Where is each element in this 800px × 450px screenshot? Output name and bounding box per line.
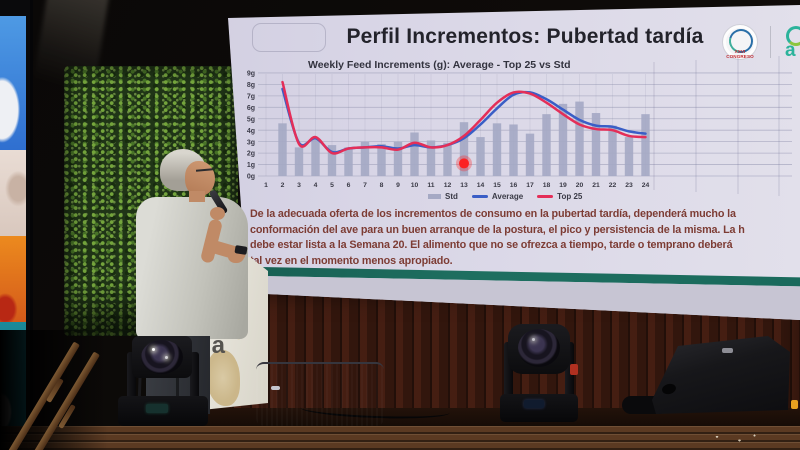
monitor-logo xyxy=(722,348,733,353)
led-banner-segment-orange xyxy=(0,236,26,322)
svg-text:5: 5 xyxy=(330,182,334,189)
legend-item-std: Std xyxy=(428,192,458,201)
screen-crease xyxy=(695,60,697,192)
svg-text:6g: 6g xyxy=(247,105,255,112)
svg-text:9g: 9g xyxy=(247,71,255,78)
orange-connector xyxy=(791,400,798,409)
congress-logo-text: XXVI CONGRESO xyxy=(726,49,754,59)
screen-crease xyxy=(778,56,780,196)
svg-text:15: 15 xyxy=(493,182,501,189)
legend-label: Std xyxy=(445,192,458,201)
chart-subtitle: Weekly Feed Increments (g): Average - To… xyxy=(308,59,571,71)
logo-divider xyxy=(770,26,771,58)
lens-sparkle xyxy=(152,348,155,351)
svg-text:14: 14 xyxy=(477,182,485,189)
svg-text:5g: 5g xyxy=(247,116,255,123)
svg-text:17: 17 xyxy=(526,182,534,189)
speaker-logo xyxy=(271,386,280,390)
feed-increments-chart: 0g 1g 2g 3g 4g 5g 6g 7g 8g 9g 1 2 3 4 5 6 7 8 9 10 11 12 13 14 1… xyxy=(240,70,796,210)
svg-text:11: 11 xyxy=(427,182,434,189)
legend-swatch xyxy=(471,195,488,198)
screen-crease xyxy=(737,58,739,194)
moving-light-right-display xyxy=(524,400,544,408)
moving-light-left-display xyxy=(146,404,168,413)
partner-logo-icon xyxy=(786,26,800,46)
lens-sparkle xyxy=(532,338,535,341)
lens-sparkle xyxy=(165,356,168,359)
legend-item-top-25: Top 25 xyxy=(537,192,582,201)
svg-text:8g: 8g xyxy=(247,82,255,89)
svg-text:20: 20 xyxy=(576,182,584,189)
presenter-neck xyxy=(189,191,205,202)
svg-text:4g: 4g xyxy=(247,128,255,135)
legend-swatch xyxy=(537,195,554,198)
svg-text:0g: 0g xyxy=(247,174,255,181)
screen-crease xyxy=(653,62,655,190)
moving-light-right-arm xyxy=(565,342,574,400)
slide-watermark xyxy=(252,23,326,52)
svg-text:10: 10 xyxy=(411,182,419,189)
moving-light-right-base xyxy=(500,394,578,422)
legend-label: Top 25 xyxy=(557,192,583,201)
svg-text:7g: 7g xyxy=(247,93,255,100)
svg-text:1g: 1g xyxy=(247,162,255,169)
chart-legend: Std Average Top 25 xyxy=(428,192,582,201)
moving-light-left-arm xyxy=(190,352,199,406)
moving-light-left-lens-icon xyxy=(141,340,183,374)
svg-text:2: 2 xyxy=(281,182,285,189)
legend-label: Average xyxy=(491,192,524,201)
legend-swatch xyxy=(428,194,441,199)
paragraph-line-1: De la adecuada oferta de los incrementos… xyxy=(250,208,736,220)
svg-text:18: 18 xyxy=(543,182,551,189)
svg-text:12: 12 xyxy=(444,182,452,189)
podium-silhouette xyxy=(206,350,240,406)
moving-light-right-tag xyxy=(570,364,578,375)
svg-text:1: 1 xyxy=(264,182,268,189)
svg-text:19: 19 xyxy=(559,182,567,189)
presenter-clicker xyxy=(234,245,248,255)
svg-text:23: 23 xyxy=(625,182,633,189)
svg-text:4: 4 xyxy=(314,182,318,189)
svg-text:9: 9 xyxy=(396,182,400,189)
congress-logo: XXVI CONGRESO xyxy=(722,24,758,60)
slide-paragraph: De la adecuada oferta de los incrementos… xyxy=(250,207,800,269)
slide-title: Perfil Incrementos: Pubertad tardía xyxy=(346,25,704,48)
svg-text:21: 21 xyxy=(592,182,600,189)
svg-text:24: 24 xyxy=(642,182,650,189)
legend-item-average: Average xyxy=(471,192,524,201)
svg-text:8: 8 xyxy=(380,182,384,189)
moving-light-right-arm xyxy=(504,342,513,400)
paragraph-line-4: tal vez en el momento menos apropiado. xyxy=(250,254,453,267)
svg-text:3g: 3g xyxy=(247,139,255,146)
svg-text:6: 6 xyxy=(347,182,351,189)
paint-specks xyxy=(712,432,762,444)
svg-text:7: 7 xyxy=(363,182,367,189)
presenter-torso xyxy=(136,197,248,339)
svg-text:3: 3 xyxy=(297,182,301,189)
led-banner-segment-hen xyxy=(0,150,26,236)
svg-text:2g: 2g xyxy=(247,151,255,158)
moving-light-left-arm xyxy=(127,352,136,406)
paragraph-line-2: conformación del ave para un buen arranq… xyxy=(250,223,745,236)
partner-logo-partial: a xyxy=(785,40,796,61)
svg-text:22: 22 xyxy=(609,182,617,189)
paragraph-line-3: debe estar lista a la Semana 20. El alim… xyxy=(250,239,733,251)
led-banner-segment-blue xyxy=(0,16,26,150)
svg-text:16: 16 xyxy=(510,182,518,189)
moving-light-right-lens-icon xyxy=(518,329,560,367)
svg-text:13: 13 xyxy=(460,182,468,189)
presenter-hand-mic xyxy=(210,207,225,220)
speaker-cabinet xyxy=(256,362,384,426)
presenter-face xyxy=(185,161,215,196)
